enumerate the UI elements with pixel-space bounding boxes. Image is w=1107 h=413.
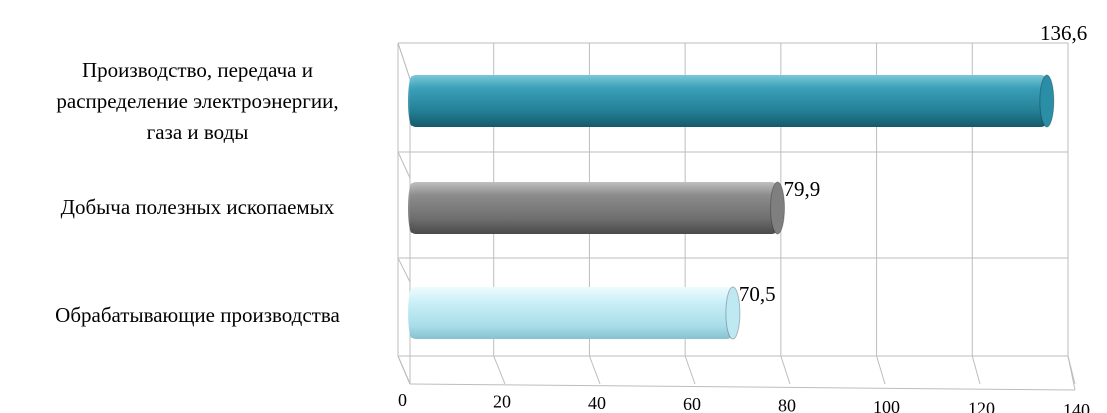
bar-cap <box>1039 74 1055 128</box>
grid-line <box>397 257 411 283</box>
category-label-line: Производство, передача и <box>82 58 313 82</box>
x-tick-label: 20 <box>493 391 511 411</box>
grid-line <box>780 355 791 385</box>
category-label-line: распределение электроэнергии, <box>56 89 339 113</box>
bar <box>408 181 786 235</box>
bar-body <box>410 75 1047 127</box>
grid-line <box>876 355 886 385</box>
category-label-electricity: Производство, передача и распределение э… <box>0 55 395 148</box>
grid-line <box>1067 355 1076 391</box>
bar <box>408 286 741 340</box>
grid-line <box>971 355 981 385</box>
category-label-mining: Добыча полезных ископаемых <box>0 192 395 223</box>
value-label: 79,9 <box>784 177 821 201</box>
bar-body <box>410 287 733 339</box>
x-tick-label: 80 <box>778 396 796 413</box>
category-label-line: Обрабатывающие производства <box>55 303 340 327</box>
category-label-manufacturing: Обрабатывающие производства <box>0 300 395 331</box>
x-tick-labels: 0 20 40 60 80 100 120 140 <box>398 390 1090 413</box>
value-labels: 136,6 79,9 70,5 <box>739 21 1087 306</box>
x-tick-label: 60 <box>683 394 701 413</box>
category-label-line: газа и воды <box>146 120 249 144</box>
bar-cap <box>770 181 786 235</box>
grid-line <box>397 355 411 385</box>
bar-start-cap <box>408 183 416 233</box>
x-tick-label: 140 <box>1063 400 1090 413</box>
bar-start-cap <box>408 288 416 338</box>
x-tick-label: 120 <box>968 398 995 413</box>
x-tick-label: 40 <box>588 393 606 413</box>
bar-body <box>410 182 778 234</box>
grid-line <box>493 355 506 385</box>
grid-line <box>684 355 696 385</box>
grid-line <box>397 151 411 179</box>
bar-cap <box>725 286 741 340</box>
category-label-line: Добыча полезных ископаемых <box>60 195 335 219</box>
x-tick-label: 100 <box>873 397 900 413</box>
grid-line <box>588 355 601 385</box>
value-label: 136,6 <box>1040 21 1087 45</box>
bar-start-cap <box>408 76 416 126</box>
grid-line <box>409 383 1076 391</box>
bars <box>408 74 1055 340</box>
x-tick-label: 0 <box>398 390 407 410</box>
bar <box>408 74 1055 128</box>
grid-line <box>397 42 411 80</box>
value-label: 70,5 <box>739 282 776 306</box>
